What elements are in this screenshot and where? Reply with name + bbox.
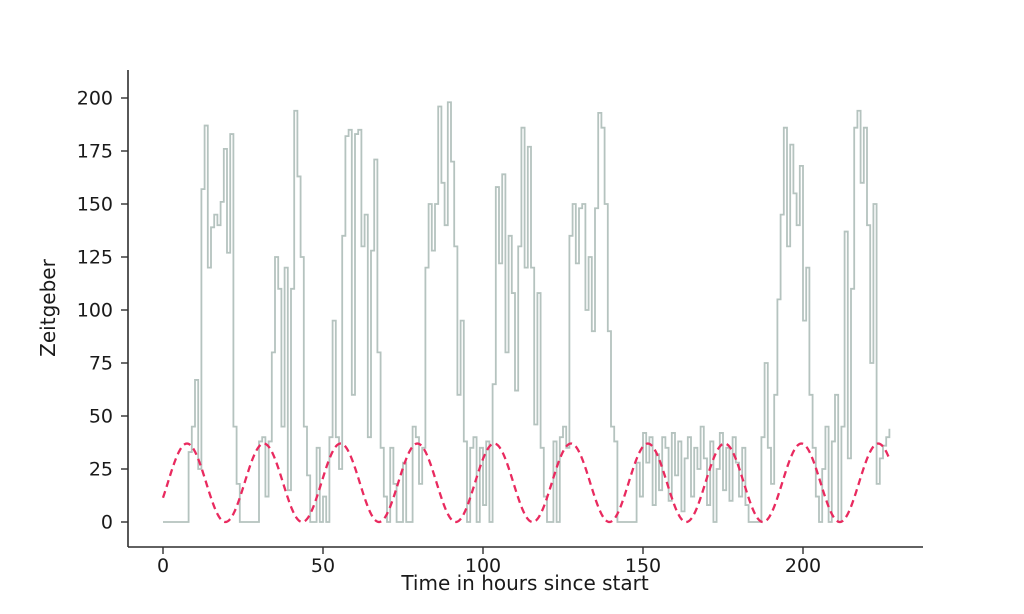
x-tick-label: 100 [465,555,501,577]
y-tick-label: 25 [89,459,113,481]
x-axis-label: Time in hours since start [400,571,649,595]
x-tick-label: 50 [311,555,335,577]
y-tick-label: 125 [77,247,113,269]
y-tick-label: 75 [89,353,113,375]
y-tick-label: 50 [89,406,113,428]
x-tick-label: 0 [157,555,169,577]
y-tick-label: 175 [77,141,113,163]
x-tick-label: 150 [625,555,661,577]
activity-step-line [163,101,891,523]
y-tick-label: 0 [101,512,113,534]
y-tick-label: 200 [77,88,113,110]
y-tick-label: 100 [77,300,113,322]
zeitgeber-sine-line [161,442,891,524]
y-tick-label: 150 [77,194,113,216]
axes: 0 25 50 75 100 125 150 175 200 0 50 100 150 200 [77,70,923,577]
x-tick-label: 200 [785,555,821,577]
y-axis-label: Zeitgeber [36,258,60,356]
